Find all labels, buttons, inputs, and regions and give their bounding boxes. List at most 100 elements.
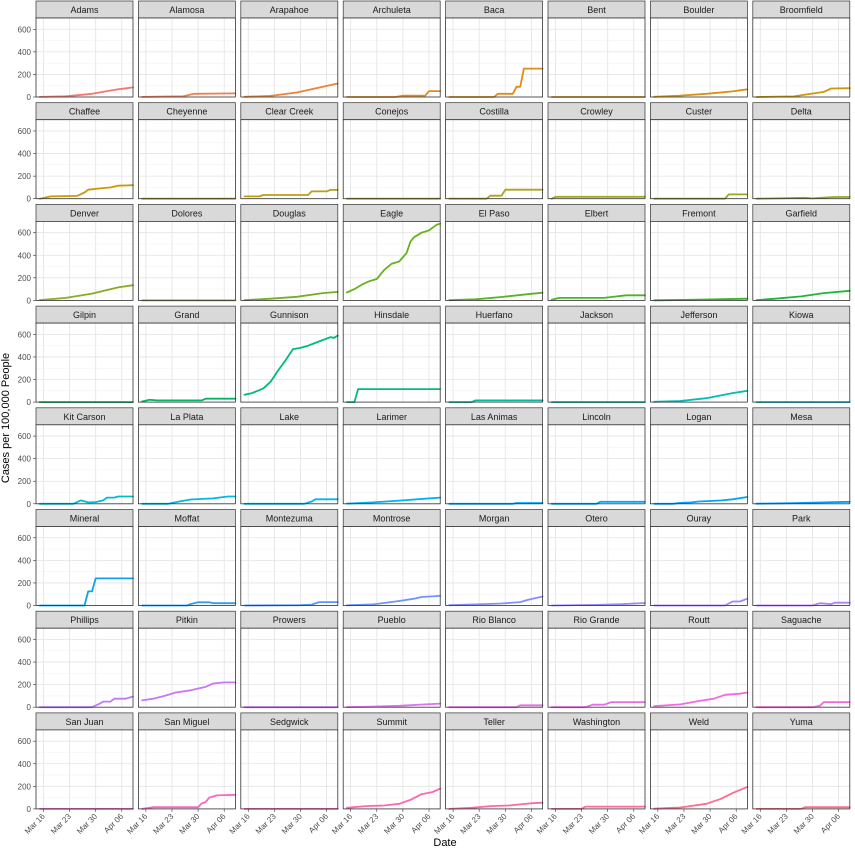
x-axis-ticks: Mar 16 Mar 23 Mar 30 Apr 06 Mar 16 Mar 23 Mar … xyxy=(23,808,842,836)
x-tick-label: Mar 16 xyxy=(535,812,559,836)
facet-strip-label: Sedgwick xyxy=(270,717,309,727)
facet-panel: Pitkin xyxy=(137,610,237,708)
panel-background xyxy=(343,526,441,606)
panel-background xyxy=(548,424,645,504)
facet-panel: Douglas xyxy=(240,204,339,302)
facet-panel: Jefferson xyxy=(650,305,749,403)
series-line xyxy=(243,334,339,396)
panel-background xyxy=(343,221,441,301)
y-tick-label: 600 xyxy=(18,432,32,441)
y-tick-label: 200 xyxy=(18,376,32,385)
panel-border xyxy=(650,220,748,301)
panel-border xyxy=(650,526,748,606)
facet-panel: Adams 0 200 400 600 xyxy=(18,0,134,102)
facet-panel: Montrose xyxy=(342,509,442,607)
panel-background xyxy=(36,729,133,809)
facet-panel: Baca xyxy=(445,0,544,98)
series-line xyxy=(38,86,134,98)
y-tick-label: 0 xyxy=(27,500,32,509)
facet-strip-label: Kiowa xyxy=(789,310,814,320)
x-tick-label: Apr 06 xyxy=(819,812,842,835)
panel-border xyxy=(547,424,646,505)
y-tick-label: 200 xyxy=(18,70,32,79)
panel-background xyxy=(36,119,133,199)
x-tick-label: Mar 30 xyxy=(382,812,406,836)
panel-background xyxy=(548,628,645,708)
facet-panel: Saguache xyxy=(752,610,851,709)
facet-strip-label: Grand xyxy=(174,310,199,320)
facet-panel: Prowers xyxy=(240,610,339,709)
facet-panel: Las Animas xyxy=(445,407,544,505)
y-tick-label: 600 xyxy=(18,534,32,543)
x-tick-label: Mar 16 xyxy=(330,812,354,836)
facet-panel: Gilpin 0 200 400 600 xyxy=(18,305,134,407)
x-tick-label: Mar 16 xyxy=(228,812,252,836)
panel-border xyxy=(752,119,851,200)
facet-strip-label: Broomfield xyxy=(780,5,823,15)
panel-border xyxy=(650,17,748,98)
panel-background xyxy=(752,221,850,301)
panel-background xyxy=(650,729,748,809)
series-line xyxy=(345,702,442,708)
facet-panel: Pueblo xyxy=(342,610,442,708)
y-axis-title: Cases per 100,000 People xyxy=(0,353,12,483)
x-tick-label: Apr 06 xyxy=(205,812,228,835)
facet-strip-label: Phillips xyxy=(70,615,99,625)
y-tick-label: 400 xyxy=(18,353,32,362)
gridlines xyxy=(445,18,543,98)
facet-strip-label: Logan xyxy=(686,412,711,422)
x-tick-label: Mar 23 xyxy=(663,812,687,836)
facet-strip-label: Huerfano xyxy=(476,310,513,320)
facet-panel: Kit Carson 0 200 400 600 xyxy=(18,407,134,509)
y-tick-label: 0 xyxy=(27,195,32,204)
panel-background xyxy=(445,628,543,708)
panel-border xyxy=(240,17,339,98)
facet-strip-label: Custer xyxy=(686,107,713,117)
facet-panel: Montezuma xyxy=(240,509,339,607)
facet-panel: Costilla xyxy=(445,102,544,200)
panel-border xyxy=(342,424,441,505)
facet-panel: Eagle xyxy=(342,204,442,301)
panel-background xyxy=(343,119,441,199)
panel-background xyxy=(752,424,850,504)
panel-background xyxy=(650,628,748,708)
facet-strip-label: Mesa xyxy=(790,412,812,422)
facet-strip-label: Routt xyxy=(688,615,710,625)
panel-background xyxy=(138,221,236,301)
y-tick-label: 600 xyxy=(18,127,32,136)
facet-panel: Ouray xyxy=(650,509,749,607)
series-line xyxy=(653,389,749,403)
panel-background xyxy=(240,628,338,708)
panel-border xyxy=(445,729,544,810)
panel-background xyxy=(650,323,748,403)
panel-border xyxy=(35,627,134,708)
gridlines xyxy=(752,18,850,98)
series-line xyxy=(345,787,442,809)
panel-background xyxy=(240,424,338,504)
facet-strip-label: Fremont xyxy=(682,208,716,218)
facet-strip-label: Prowers xyxy=(273,615,307,625)
facet-strip-label: Bent xyxy=(587,5,606,15)
panel-border xyxy=(445,17,544,98)
panel-border xyxy=(650,322,748,403)
facet-panel: Mineral 0 200 400 600 xyxy=(18,509,134,611)
facet-strip-label: Lake xyxy=(280,412,300,422)
gridlines xyxy=(752,729,850,810)
panel-border xyxy=(137,220,236,301)
panel-border xyxy=(445,627,544,708)
panel-background xyxy=(240,526,338,606)
facet-panel: Chaffee 0 200 400 600 xyxy=(18,102,134,204)
series-line xyxy=(345,496,442,505)
panel-background xyxy=(650,18,748,97)
panel-background xyxy=(445,424,543,504)
panel-border xyxy=(342,220,441,301)
gridlines xyxy=(36,18,133,98)
facet-strip-label: Summit xyxy=(376,717,407,727)
series-line xyxy=(141,793,237,810)
facet-strip-label: Weld xyxy=(689,717,709,727)
facet-panel: Teller xyxy=(445,712,544,810)
series-line xyxy=(755,87,851,98)
panel-border xyxy=(137,729,236,810)
facet-panel: Routt xyxy=(650,610,749,708)
panel-border xyxy=(445,220,544,301)
